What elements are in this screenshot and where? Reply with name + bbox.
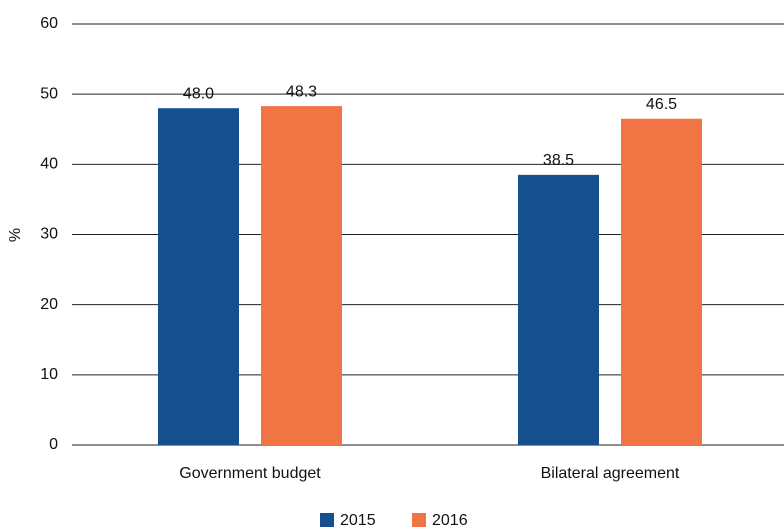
legend-label: 2016 bbox=[432, 512, 468, 529]
y-tick-label: 50 bbox=[40, 85, 58, 102]
value-label: 48.0 bbox=[183, 85, 214, 102]
bar bbox=[621, 118, 702, 445]
legend-swatch bbox=[412, 513, 426, 527]
y-tick-label: 20 bbox=[40, 296, 58, 313]
y-tick-label: 40 bbox=[40, 156, 58, 173]
y-tick-label: 10 bbox=[40, 366, 58, 383]
value-label: 38.5 bbox=[543, 152, 574, 169]
bar bbox=[518, 174, 599, 445]
value-label: 48.3 bbox=[286, 83, 317, 100]
x-tick-label: Government budget bbox=[179, 465, 321, 482]
bar bbox=[261, 106, 342, 445]
y-tick-label: 0 bbox=[49, 436, 58, 453]
y-axis-label: % bbox=[7, 228, 24, 242]
legend-swatch bbox=[320, 513, 334, 527]
y-tick-label: 30 bbox=[40, 226, 58, 243]
x-tick-label: Bilateral agreement bbox=[541, 465, 680, 482]
y-tick-label: 60 bbox=[40, 15, 58, 32]
bar bbox=[158, 108, 239, 445]
legend-label: 2015 bbox=[340, 512, 376, 529]
value-label: 46.5 bbox=[646, 96, 677, 113]
